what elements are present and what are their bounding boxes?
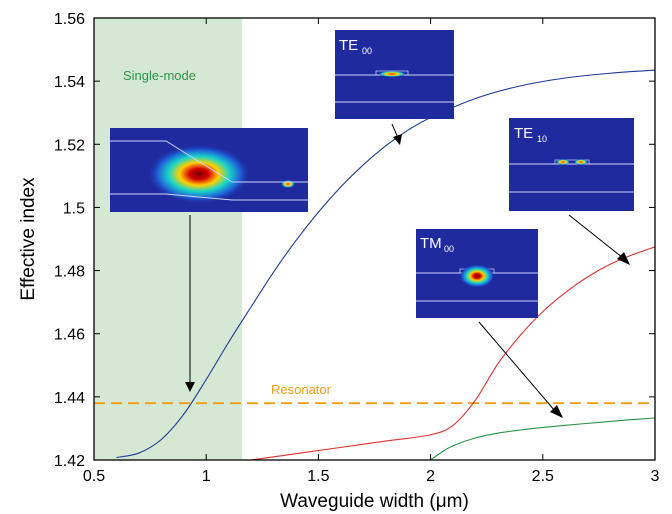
arrowhead-te00 (393, 134, 402, 145)
inset-coupler-top-edge (110, 140, 308, 183)
inset-te10-label: TE (514, 125, 533, 142)
single-mode-shade (94, 18, 243, 460)
inset-coupler (110, 128, 308, 212)
x-tick-label: 3 (651, 468, 660, 485)
series-line-1 (251, 246, 655, 460)
arrowhead-te10 (617, 252, 630, 265)
inset-te10-core (554, 159, 590, 165)
inset-tm00-mode (459, 264, 495, 288)
inset-coupler-bottom-edge (110, 193, 308, 201)
arrows (185, 123, 630, 418)
inset-te00-mode (378, 71, 406, 77)
inset-tm00-label: TM (420, 235, 442, 252)
resonator-label: Resonator (271, 382, 332, 397)
inset-tm00: TM 00 (416, 229, 538, 318)
y-tick-label: 1.46 (54, 327, 85, 344)
y-tick-label: 1.48 (54, 264, 85, 281)
single-mode-label: Single-mode (123, 68, 196, 83)
x-axis-title: Waveguide width (μm) (280, 491, 469, 512)
single-mode-region (94, 18, 243, 460)
y-tick-label: 1.42 (54, 453, 85, 470)
series-group (116, 69, 655, 460)
inset-te10-mode-left (556, 159, 570, 165)
series-line-0 (116, 69, 655, 459)
x-tick-label: 0.5 (83, 468, 105, 485)
y-axis-title: Effective index (18, 177, 39, 301)
axis-ticks: 0.5 1 1.5 2 2.5 31.421.441.461.481.51.521.541… (54, 11, 660, 485)
x-tick-label: 1 (202, 468, 211, 485)
inset-te10-mode-right (574, 159, 588, 165)
arrow-tm00-to-green (478, 321, 556, 412)
inset-te00-subscript: 00 (362, 46, 372, 56)
inset-coupler-mode (147, 144, 251, 204)
arrowhead-coupler (185, 382, 195, 392)
inset-coupler-small-mode (281, 180, 295, 188)
y-tick-label: 1.56 (54, 11, 85, 28)
inset-te10-background (509, 118, 634, 211)
plot-frame (93, 17, 656, 461)
y-tick-label: 1.44 (54, 390, 85, 407)
inset-te00-label: TE (339, 37, 358, 54)
series-line-2 (430, 417, 655, 460)
x-tick-label: 2 (426, 468, 435, 485)
arrowhead-tm00 (550, 405, 563, 418)
x-tick-label: 1.5 (307, 468, 329, 485)
x-tick-label: 2.5 (532, 468, 554, 485)
inset-tm00-subscript: 00 (444, 244, 454, 254)
inset-te10-subscript: 10 (537, 134, 547, 144)
inset-te10: TE 10 (509, 118, 634, 211)
y-tick-label: 1.5 (63, 200, 85, 217)
arrow-te10-to-red (568, 214, 624, 259)
y-tick-label: 1.54 (54, 74, 85, 91)
inset-te00: TE 00 (335, 30, 454, 119)
y-tick-label: 1.52 (54, 137, 85, 154)
